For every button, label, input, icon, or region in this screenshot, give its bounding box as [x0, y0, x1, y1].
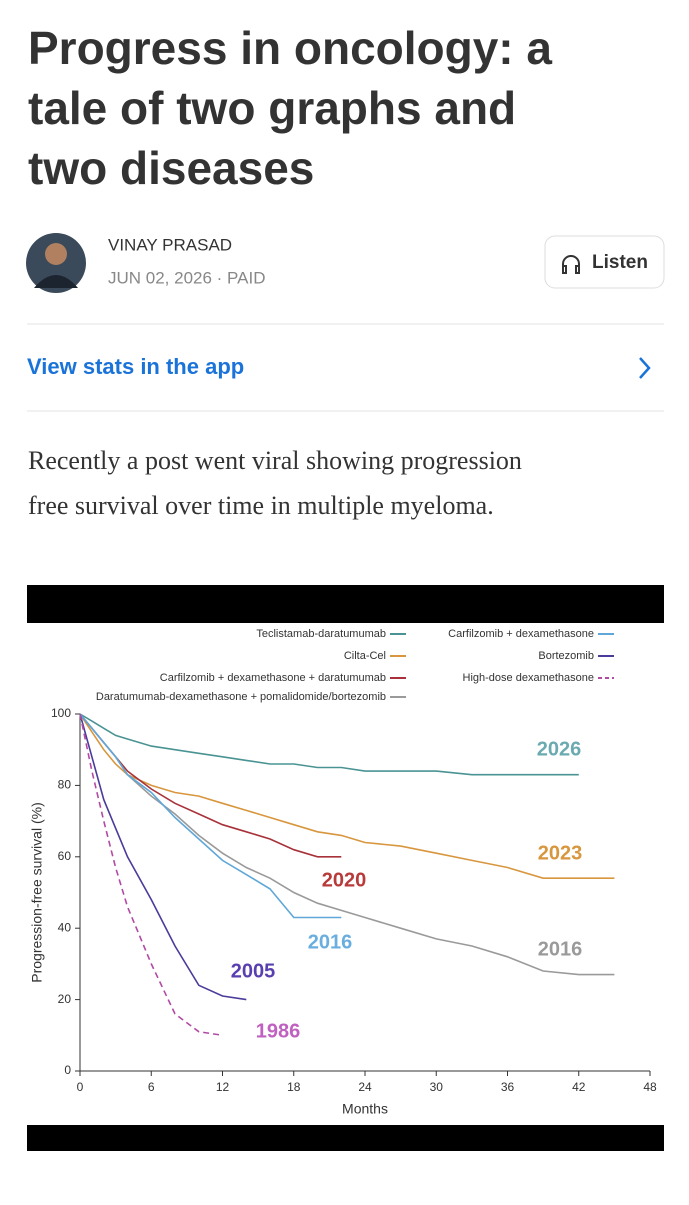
- image-border: [27, 585, 664, 623]
- legend-label: Teclistamab-daratumumab: [256, 628, 386, 640]
- y-tick-label: 80: [58, 778, 72, 792]
- x-tick-label: 18: [287, 1080, 301, 1094]
- title-line: two diseases: [28, 142, 314, 194]
- title-line: Progress in oncology: a: [28, 22, 552, 74]
- annotation: 2005: [231, 960, 276, 982]
- x-tick-label: 48: [643, 1080, 657, 1094]
- legend-label: Daratumumab-dexamethasone + pomalidomide…: [96, 691, 386, 703]
- y-tick-label: 20: [58, 992, 72, 1006]
- x-tick-label: 36: [501, 1080, 515, 1094]
- body-line: Recently a post went viral showing progr…: [28, 446, 522, 475]
- legend-label: High-dose dexamethasone: [463, 672, 594, 684]
- legend-label: Cilta-Cel: [344, 650, 386, 662]
- annotation: 1986: [256, 1020, 301, 1042]
- legend-label: Bortezomib: [538, 650, 594, 662]
- annotation: 2023: [538, 842, 583, 864]
- x-tick-label: 42: [572, 1080, 586, 1094]
- series-line: [79, 713, 247, 1001]
- y-tick-label: 0: [64, 1063, 71, 1077]
- x-tick-label: 30: [430, 1080, 444, 1094]
- chart: 0 20 40 60 80 100 0 6 12 18 24 30 36 42 48 Months Progre…: [29, 628, 657, 1117]
- x-tick-label: 0: [77, 1080, 84, 1094]
- listen-label[interactable]: Listen: [592, 252, 648, 273]
- y-tick-label: 40: [58, 920, 72, 934]
- post-meta: JUN 02, 2026 · PAID: [108, 268, 265, 287]
- headphones-icon: [562, 255, 580, 274]
- y-tick-label: 100: [51, 706, 71, 720]
- annotation: 2020: [322, 869, 367, 891]
- body-line: free survival over time in multiple myel…: [28, 491, 494, 520]
- x-tick-label: 12: [216, 1080, 230, 1094]
- avatar-face: [45, 243, 67, 265]
- series-line: [79, 713, 342, 919]
- listen-button[interactable]: [544, 235, 665, 289]
- author[interactable]: VINAY PRASAD: [108, 235, 232, 254]
- annotation: 2026: [537, 738, 582, 760]
- annotation: 2016: [538, 938, 583, 960]
- y-tick-label: 60: [58, 849, 72, 863]
- chevron[interactable]: [639, 357, 651, 379]
- x-axis-label: Months: [342, 1101, 388, 1117]
- legend-label: Carfilzomib + dexamethasone: [448, 628, 594, 640]
- legend-label: Carfilzomib + dexamethasone + daratumuma…: [160, 672, 386, 684]
- image-border: [27, 1125, 664, 1151]
- series-line: [79, 713, 615, 879]
- y-axis-label: Progression-free survival (%): [29, 802, 45, 983]
- title-line: tale of two graphs and: [28, 82, 516, 134]
- series-line: [79, 713, 579, 776]
- stats-link[interactable]: View stats in the app: [27, 354, 244, 379]
- x-tick-label: 24: [358, 1080, 372, 1094]
- avatar-body: [34, 275, 78, 288]
- series-line: [79, 713, 223, 1037]
- x-tick-label: 6: [148, 1080, 155, 1094]
- annotation: 2016: [308, 931, 353, 953]
